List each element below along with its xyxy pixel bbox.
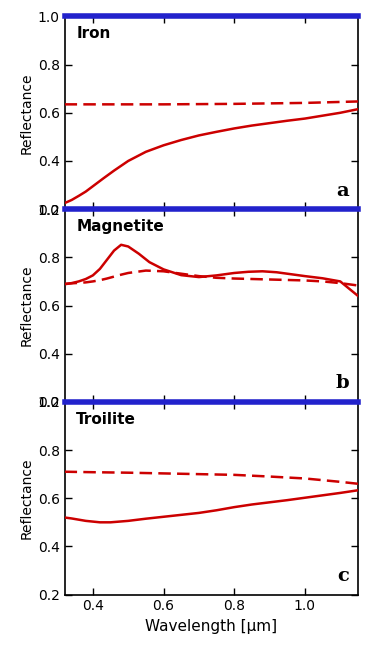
Text: c: c [337, 567, 349, 585]
Text: Troilite: Troilite [76, 411, 136, 426]
Text: a: a [337, 181, 349, 200]
Text: Iron: Iron [76, 26, 111, 41]
Text: b: b [335, 374, 349, 392]
X-axis label: Wavelength [μm]: Wavelength [μm] [145, 619, 277, 634]
Text: Magnetite: Magnetite [76, 219, 164, 234]
Y-axis label: Reflectance: Reflectance [20, 457, 34, 539]
Y-axis label: Reflectance: Reflectance [20, 72, 34, 154]
Y-axis label: Reflectance: Reflectance [20, 265, 34, 346]
